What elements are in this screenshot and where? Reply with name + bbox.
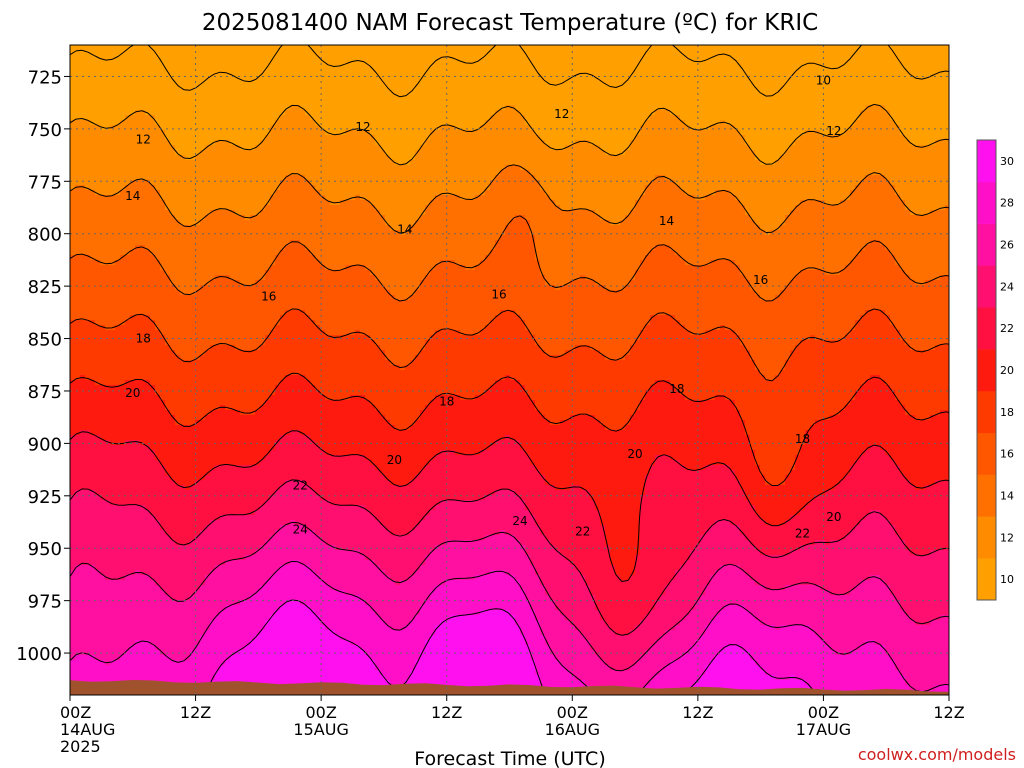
contour-16 (70, 215, 949, 302)
contour-label: 18 (136, 332, 151, 346)
contour-label: 20 (125, 386, 140, 400)
colorbar-swatch (977, 265, 996, 308)
colorbar-label: 12 (1000, 531, 1014, 544)
plot-frame (69, 44, 950, 696)
x-tick-label: 14AUG (60, 720, 115, 739)
colorbar-label: 14 (1000, 489, 1014, 502)
chart-title: 2025081400 NAM Forecast Temperature (ºC)… (202, 10, 818, 36)
contour-label: 24 (512, 514, 527, 528)
contour-label: 20 (826, 510, 841, 524)
contour-label: 10 (816, 74, 831, 88)
colorbar-swatch (977, 432, 996, 475)
colorbar-swatch (977, 349, 996, 392)
contour-label: 24 (293, 522, 308, 536)
x-tick-label: 12Z (431, 703, 462, 722)
contour-18 (70, 308, 949, 382)
y-tick-label: 925 (28, 487, 62, 508)
y-tick-label: 800 (28, 225, 62, 246)
x-tick-label: 12Z (933, 703, 964, 722)
colorbar-label: 18 (1000, 406, 1014, 419)
colorbar-swatch (977, 181, 996, 224)
contour-10 (70, 45, 949, 98)
colorbar-label: 22 (1000, 322, 1014, 335)
colorbar-swatch (977, 223, 996, 266)
contour-14 (70, 164, 949, 234)
contour-label: 12 (355, 120, 370, 134)
colorbar-label: 10 (1000, 573, 1014, 586)
contour-24 (70, 479, 949, 636)
contour-label: 16 (261, 290, 276, 304)
colorbar-swatch (977, 474, 996, 517)
x-tick-label: 00Z (305, 703, 336, 722)
colorbar-swatch (977, 307, 996, 350)
y-tick-label: 950 (28, 539, 62, 560)
x-axis-label: Forecast Time (UTC) (414, 748, 605, 768)
colorbar-swatch (977, 140, 996, 183)
x-tick-label: 12Z (180, 703, 211, 722)
colorbar-label: 28 (1000, 197, 1014, 210)
contour-label: 14 (125, 189, 140, 203)
contour-label: 18 (669, 382, 684, 396)
contour-label: 18 (795, 432, 810, 446)
y-tick-label: 1000 (16, 644, 62, 665)
colorbar-swatch (977, 516, 996, 559)
contour-label: 22 (575, 524, 590, 538)
contour-28 (70, 560, 949, 695)
contour-label: 22 (795, 527, 810, 541)
y-tick-label: 725 (28, 67, 62, 88)
x-tick-label: 17AUG (796, 720, 851, 739)
colorbar-label: 24 (1000, 280, 1014, 293)
contour-label: 12 (554, 107, 569, 121)
x-tick-label: 12Z (682, 703, 713, 722)
x-tick-label: 00Z (808, 703, 839, 722)
x-tick-label: 00Z (60, 703, 91, 722)
x-tick-label: 15AUG (293, 720, 348, 739)
contour-12 (70, 103, 949, 166)
contour-label: 20 (627, 447, 642, 461)
y-tick-label: 850 (28, 330, 62, 351)
contour-label: 20 (387, 453, 402, 467)
x-tick-label: 2025 (60, 737, 101, 756)
contour-26 (70, 521, 949, 672)
colorbar-label: 26 (1000, 239, 1014, 252)
x-tick-label: 00Z (557, 703, 588, 722)
contour-label: 22 (293, 478, 308, 492)
y-tick-label: 875 (28, 382, 62, 403)
contour-label: 14 (659, 214, 674, 228)
colorbar-label: 30 (1000, 155, 1014, 168)
colorbar-swatch (977, 390, 996, 434)
contour-label: 12 (826, 124, 841, 138)
y-tick-label: 900 (28, 434, 62, 455)
contour-label: 16 (491, 288, 506, 302)
colorbar-label: 16 (1000, 448, 1014, 461)
contour-30 (204, 599, 818, 695)
contour-label: 14 (397, 223, 412, 237)
colorbar-label: 20 (1000, 364, 1014, 377)
x-tick-label: 16AUG (545, 720, 600, 739)
source-credit: coolwx.com/models (858, 745, 1016, 764)
contour-label: 12 (136, 132, 151, 146)
y-tick-label: 750 (28, 120, 62, 141)
contour-label: 16 (753, 273, 768, 287)
colorbar-swatch (977, 558, 996, 601)
colorbar-frame (976, 139, 997, 601)
y-tick-label: 975 (28, 592, 62, 613)
contour-22 (70, 430, 949, 582)
y-tick-label: 775 (28, 172, 62, 193)
contour-20 (70, 372, 949, 486)
contour-label: 18 (439, 394, 454, 408)
terrain-ground (70, 680, 949, 695)
y-tick-label: 825 (28, 277, 62, 298)
